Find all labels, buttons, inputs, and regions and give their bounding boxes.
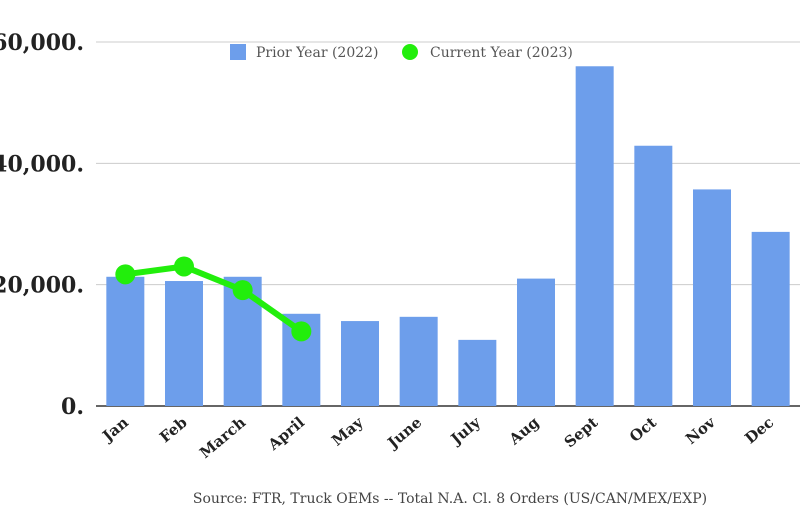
bar-sept: [575, 66, 614, 407]
legend-label-prior-year: Prior Year (2022): [256, 45, 379, 61]
x-tick-label: Feb: [156, 413, 190, 446]
current-year-point-april: [291, 321, 312, 342]
legend: Prior Year (2022) Current Year (2023): [230, 44, 573, 61]
gridlines: [96, 41, 800, 407]
bar-may: [341, 321, 379, 406]
bar-aug: [517, 278, 555, 406]
current-year-point-jan: [115, 264, 136, 285]
legend-swatch-current-year: [402, 44, 418, 60]
legend-swatch-prior-year: [230, 44, 246, 60]
y-tick-label: 60,000.: [0, 30, 84, 56]
x-tick-label: Nov: [682, 412, 719, 447]
bar-feb: [165, 281, 203, 406]
x-tick-label: Aug: [505, 413, 543, 449]
x-tick-label: Oct: [626, 413, 660, 446]
source-note: Source: FTR, Truck OEMs -- Total N.A. Cl…: [193, 491, 707, 507]
current-year-line: [115, 256, 312, 342]
x-tick-label: June: [383, 413, 426, 453]
current-year-point-feb: [174, 256, 194, 277]
x-tick-label: March: [196, 413, 249, 462]
bar-july: [458, 339, 497, 406]
bar-nov: [693, 189, 731, 406]
legend-label-current-year: Current Year (2023): [430, 45, 573, 61]
bars: [106, 66, 790, 407]
current-year-polyline: [124, 263, 304, 334]
y-tick-label: 20,000.: [0, 273, 84, 299]
x-tick-label: Dec: [741, 413, 777, 447]
y-tick-label: 0.: [61, 394, 84, 420]
bar-jan: [106, 276, 145, 406]
x-tick-label: April: [264, 413, 308, 454]
y-tick-label: 40,000.: [0, 151, 84, 177]
x-tick-label: Jan: [98, 413, 132, 446]
bar-june: [399, 316, 438, 406]
current-year-point-march: [232, 280, 253, 301]
bar-oct: [634, 145, 673, 407]
x-tick-label: Sept: [561, 413, 602, 451]
bar-dec: [751, 231, 790, 406]
x-tick-label: May: [328, 412, 367, 449]
x-tick-label: July: [446, 412, 485, 449]
